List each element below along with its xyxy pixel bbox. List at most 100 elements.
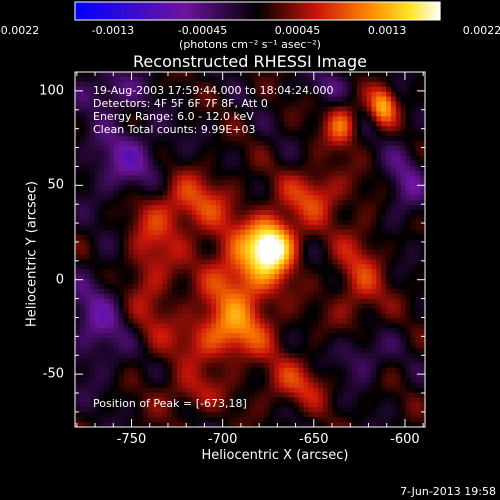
heatmap-cell — [395, 362, 402, 369]
colorbar-cell — [281, 2, 286, 20]
heatmap-cell — [167, 141, 173, 147]
heatmap-cell — [390, 308, 397, 315]
heatmap-cell — [147, 353, 154, 359]
heatmap-cell — [342, 155, 348, 162]
heatmap-cell — [143, 126, 149, 132]
heatmap-cell — [172, 136, 178, 142]
heatmap-cell — [250, 343, 256, 349]
heatmap-cell — [172, 303, 178, 310]
heatmap-cell — [284, 382, 290, 389]
heatmap-cell — [332, 343, 339, 349]
heatmap-cell — [250, 362, 256, 369]
heatmap-cell — [79, 111, 86, 117]
heatmap-cell — [337, 91, 343, 98]
heatmap-cell — [356, 131, 363, 137]
heatmap-cell — [342, 259, 348, 265]
heatmap-cell — [181, 96, 188, 103]
heatmap-cell — [352, 397, 358, 403]
heatmap-cell — [123, 175, 130, 182]
heatmap-cell — [337, 224, 343, 231]
heatmap-cell — [230, 338, 237, 344]
heatmap-cell — [147, 155, 154, 162]
heatmap-cell — [361, 244, 368, 251]
heatmap-cell — [356, 308, 363, 315]
heatmap-cell — [94, 126, 100, 132]
heatmap-cell — [303, 131, 309, 137]
heatmap-cell — [308, 348, 314, 354]
heatmap-cell — [211, 214, 217, 221]
heatmap-cell — [147, 259, 154, 265]
heatmap-cell — [322, 274, 329, 280]
heatmap-cell — [143, 234, 149, 241]
heatmap-cell — [118, 328, 125, 334]
heatmap-cell — [284, 343, 290, 349]
heatmap-cell — [138, 303, 144, 310]
heatmap-cell — [303, 96, 309, 103]
heatmap-cell — [162, 175, 168, 182]
heatmap-cell — [196, 200, 202, 206]
heatmap-cell — [196, 328, 202, 334]
heatmap-cell — [254, 323, 261, 329]
heatmap-cell — [405, 101, 412, 108]
heatmap-cell — [361, 145, 368, 152]
heatmap-cell — [347, 131, 353, 137]
heatmap-cell — [420, 362, 426, 369]
heatmap-cell — [254, 145, 261, 152]
heatmap-cell — [274, 362, 280, 369]
heatmap-cell — [143, 145, 149, 152]
heatmap-cell — [337, 195, 343, 201]
heatmap-cell — [99, 357, 105, 364]
heatmap-cell — [104, 72, 110, 78]
heatmap-cell — [245, 392, 251, 399]
heatmap-cell — [220, 170, 227, 177]
heatmap-cell — [250, 136, 256, 142]
heatmap-cell — [220, 210, 227, 216]
heatmap-cell — [177, 298, 183, 305]
heatmap-cell — [313, 76, 319, 83]
heatmap-cell — [220, 357, 227, 364]
heatmap-cell — [201, 387, 207, 394]
heatmap-cell — [322, 264, 329, 270]
heatmap-cell — [157, 91, 164, 98]
heatmap-cell — [79, 338, 86, 344]
heatmap-cell — [293, 121, 300, 127]
heatmap-cell — [254, 150, 261, 157]
heatmap-cell — [211, 195, 217, 201]
heatmap-cell — [308, 269, 314, 275]
heatmap-cell — [225, 126, 232, 132]
heatmap-cell — [395, 234, 402, 241]
heatmap-cell — [196, 175, 202, 182]
heatmap-cell — [79, 175, 86, 182]
heatmap-cell — [230, 106, 237, 113]
heatmap-cell — [405, 150, 412, 157]
heatmap-cell — [235, 214, 241, 221]
heatmap-cell — [279, 72, 285, 78]
heatmap-cell — [274, 101, 280, 108]
heatmap-cell — [361, 249, 368, 256]
heatmap-cell — [288, 308, 295, 315]
heatmap-cell — [186, 284, 193, 290]
heatmap-cell — [400, 264, 407, 270]
heatmap-cell — [298, 353, 305, 359]
heatmap-cell — [143, 180, 149, 186]
heatmap-cell — [337, 343, 343, 349]
heatmap-cell — [206, 239, 212, 246]
heatmap-cell — [415, 141, 421, 147]
heatmap-cell — [128, 219, 134, 226]
heatmap-cell — [123, 348, 130, 354]
heatmap-cell — [206, 372, 212, 379]
heatmap-cell — [225, 195, 232, 201]
heatmap-cell — [220, 101, 227, 108]
heatmap-cell — [211, 155, 217, 162]
heatmap-cell — [410, 293, 416, 300]
heatmap-cell — [109, 165, 115, 172]
heatmap-cell — [395, 205, 402, 211]
heatmap-cell — [337, 279, 343, 285]
heatmap-cell — [177, 86, 183, 93]
heatmap-cell — [104, 249, 110, 256]
heatmap-cell — [250, 387, 256, 394]
heatmap-cell — [75, 96, 81, 103]
heatmap-cell — [250, 244, 256, 251]
heatmap-cell — [356, 269, 363, 275]
heatmap-cell — [113, 200, 120, 206]
